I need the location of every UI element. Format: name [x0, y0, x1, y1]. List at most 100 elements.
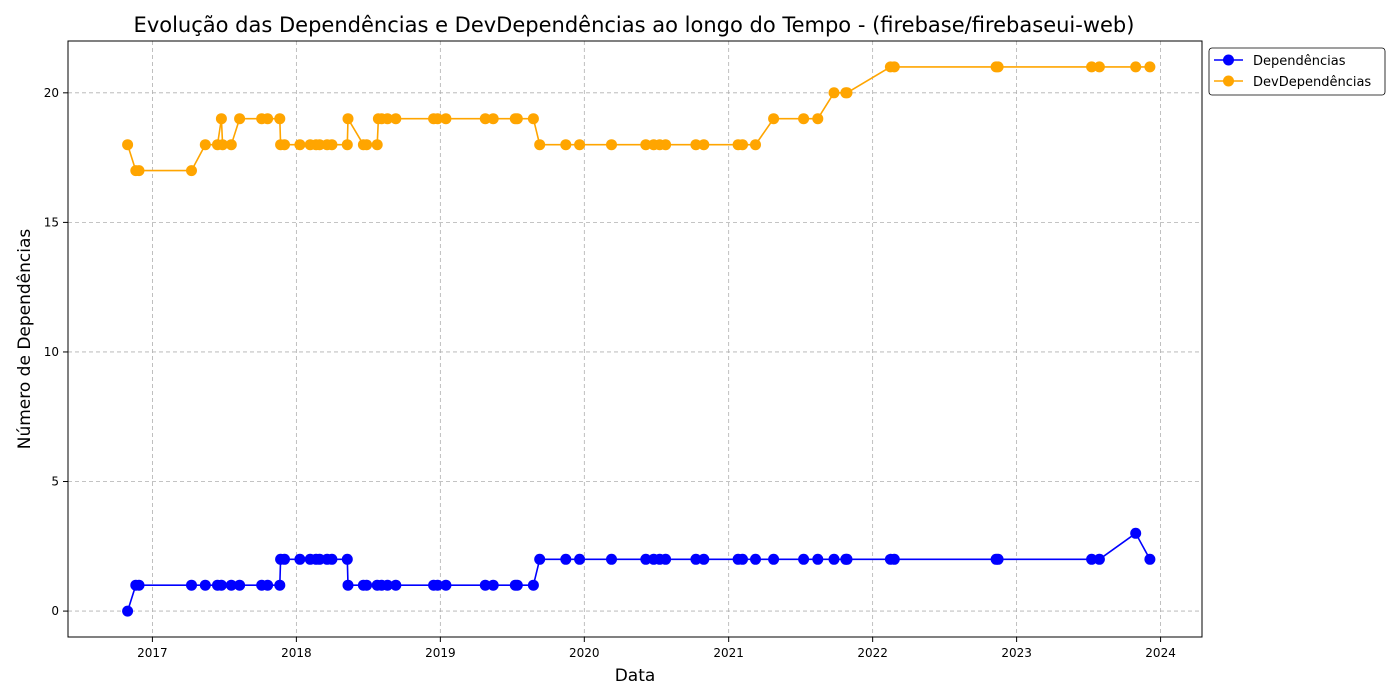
x-tick-label: 2018: [281, 646, 312, 660]
data-point: [432, 579, 444, 591]
data-point: [511, 579, 523, 591]
data-point: [841, 553, 853, 565]
data-point: [798, 113, 810, 125]
data-point: [768, 113, 780, 125]
series-layer: [122, 61, 1156, 617]
legend-marker: [1223, 54, 1234, 66]
data-point: [534, 553, 546, 565]
data-point: [294, 139, 306, 151]
data-point: [342, 579, 354, 591]
y-tick-label: 5: [51, 475, 59, 489]
data-point: [279, 553, 290, 565]
data-point: [225, 139, 237, 151]
legend-label: Dependências: [1253, 54, 1346, 69]
data-point: [574, 139, 586, 151]
data-point: [326, 139, 338, 151]
x-axis-title: Data: [615, 666, 656, 686]
data-point: [487, 579, 499, 591]
data-point: [440, 579, 452, 591]
data-point: [341, 553, 353, 565]
grid: [68, 41, 1202, 637]
legend-marker: [1223, 75, 1234, 87]
x-tick-label: 2019: [425, 646, 456, 660]
data-point: [698, 139, 710, 151]
data-point: [199, 579, 211, 591]
data-point: [640, 553, 652, 565]
data-point: [606, 553, 617, 565]
data-point: [574, 553, 586, 565]
x-tick-label: 2024: [1145, 646, 1176, 660]
data-point: [560, 139, 572, 151]
data-point: [262, 113, 274, 125]
data-point: [186, 165, 197, 177]
data-point: [690, 553, 702, 565]
x-axis: 2017 2018 2019 2020 2021 2022 2023 2024: [137, 637, 1176, 660]
data-point: [215, 113, 227, 125]
data-point: [1093, 61, 1105, 73]
data-point: [640, 139, 652, 151]
data-point: [382, 113, 393, 125]
data-point: [888, 553, 900, 565]
data-point: [737, 139, 748, 151]
data-point: [1086, 553, 1098, 565]
data-point: [294, 553, 306, 565]
data-point: [660, 553, 672, 565]
data-point: [342, 113, 354, 125]
x-tick-label: 2020: [569, 646, 600, 660]
y-axis-title: Número de Dependências: [15, 229, 35, 450]
data-point: [992, 61, 1004, 73]
data-point: [768, 553, 780, 565]
data-point: [1144, 553, 1156, 565]
plot-frame: [67, 40, 1203, 638]
data-point: [798, 553, 810, 565]
x-tick-label: 2017: [137, 646, 168, 660]
y-tick-label: 15: [44, 215, 59, 229]
data-point: [812, 113, 824, 125]
data-point: [560, 553, 572, 565]
data-point: [750, 139, 761, 151]
x-tick-label: 2023: [1001, 646, 1032, 660]
data-point: [199, 139, 211, 151]
data-point: [215, 579, 227, 591]
legend-label: DevDependências: [1253, 75, 1371, 90]
y-tick-label: 20: [44, 86, 59, 100]
series-line: [126, 532, 1151, 612]
x-tick-label: 2021: [713, 646, 744, 660]
data-point: [122, 139, 134, 151]
data-point: [133, 579, 145, 591]
data-point: [1130, 527, 1142, 539]
data-point: [234, 113, 246, 125]
data-point: [534, 139, 546, 151]
data-point: [1086, 61, 1098, 73]
data-point: [1093, 553, 1105, 565]
data-point: [361, 139, 373, 151]
data-point: [279, 139, 290, 151]
data-point: [479, 113, 491, 125]
data-point: [828, 87, 840, 99]
data-point: [750, 553, 761, 565]
data-point: [432, 113, 444, 125]
y-tick-label: 10: [44, 345, 59, 359]
data-point: [698, 553, 710, 565]
data-point: [371, 139, 383, 151]
data-point: [341, 139, 353, 151]
data-point: [841, 87, 853, 99]
data-point: [992, 553, 1004, 565]
data-point: [737, 553, 748, 565]
data-point: [274, 579, 286, 591]
data-point: [225, 579, 237, 591]
data-point: [527, 579, 539, 591]
series-1: [122, 527, 1156, 617]
data-point: [1130, 61, 1142, 73]
data-point: [440, 113, 452, 125]
y-tick-label: 0: [51, 604, 59, 618]
legend: Dependências DevDependências: [1208, 47, 1386, 96]
data-point: [690, 139, 702, 151]
data-point: [390, 579, 402, 591]
data-point: [217, 139, 229, 151]
data-point: [122, 605, 134, 617]
y-axis: 0 5 10 15 20: [44, 86, 68, 618]
data-point: [274, 113, 286, 125]
